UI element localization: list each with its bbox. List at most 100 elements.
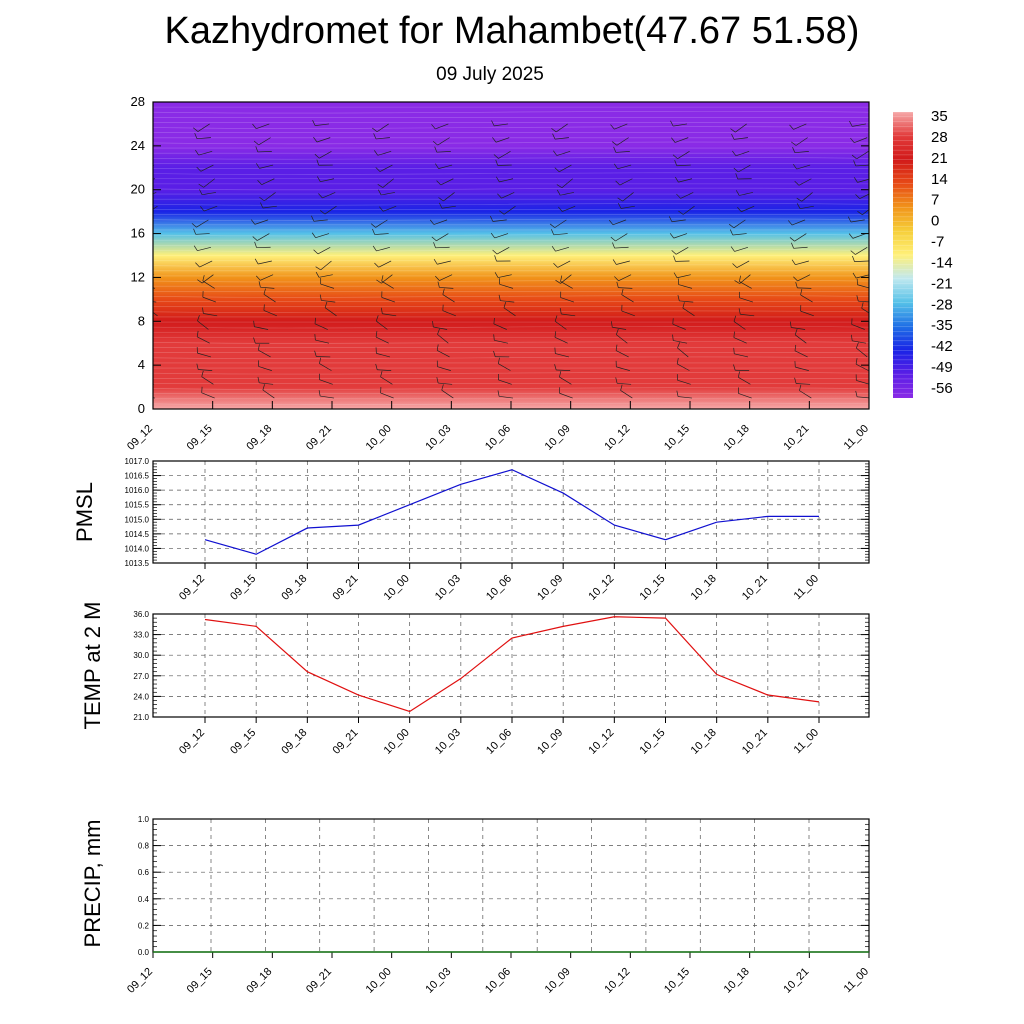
wind-barb: [854, 137, 868, 144]
wind-barb: [741, 205, 755, 213]
wind-barb-flag: [433, 242, 436, 248]
x-tick-label: 10_06: [483, 423, 513, 453]
wind-barb: [381, 297, 396, 303]
wind-barb: [739, 274, 751, 284]
wind-barb-flag: [847, 216, 852, 223]
wind-barb-flag: [615, 180, 621, 186]
wind-barb: [381, 274, 393, 284]
wind-barb-flag: [436, 344, 439, 351]
wind-barb-flag: [733, 315, 737, 322]
wind-barb: [319, 363, 332, 371]
wind-barb-flag: [372, 228, 376, 235]
wind-barb-flag: [254, 241, 257, 248]
y-tick-label: 16: [131, 226, 145, 241]
wind-barb: [139, 247, 151, 253]
colorbar-label: 0: [931, 213, 939, 230]
wind-barb: [615, 233, 628, 242]
x-tick-label: 09_18: [244, 423, 274, 453]
x-tick-label: 09_15: [185, 423, 215, 453]
x-tick-label: 10_18: [689, 573, 719, 603]
wind-barb-flag: [799, 384, 802, 391]
x-tick-label: 09_18: [279, 727, 309, 757]
y-tick-label: 4: [138, 357, 145, 372]
wind-barb: [740, 313, 755, 317]
wind-barb: [736, 260, 750, 268]
wind-barb-flag: [678, 210, 684, 215]
wind-barb-flag: [791, 259, 796, 265]
wind-barb-flag: [856, 295, 859, 302]
wind-barb: [673, 233, 688, 239]
wind-barb-flag: [200, 206, 205, 212]
contour-line: [153, 279, 869, 283]
wind-barb: [497, 274, 512, 278]
wind-barb: [794, 350, 808, 358]
wind-barb: [492, 219, 507, 222]
precip-panel: 0.0 0.2 0.4 0.6 0.8 1.0 09_12 09_15 09_18 09_21 10…: [80, 815, 871, 996]
wind-barb: [201, 274, 214, 284]
wind-barb: [374, 233, 389, 235]
wind-barb: [800, 310, 814, 317]
wind-barb: [198, 151, 213, 156]
wind-barb: [501, 192, 515, 199]
x-tick-label: 10_09: [543, 966, 573, 996]
wind-barb-flag: [731, 133, 735, 140]
wind-barb-flag: [434, 146, 438, 153]
wind-barb: [316, 137, 331, 143]
x-tick-label: 09_21: [304, 966, 334, 996]
wind-barb-flag: [377, 183, 383, 188]
colorbar-label: 7: [931, 192, 939, 209]
wind-barb: [258, 260, 272, 265]
wind-barb-flag: [853, 177, 858, 183]
wind-barb-flag: [792, 163, 797, 170]
wind-barb: [196, 219, 209, 228]
wind-barb-flag: [437, 281, 440, 288]
x-tick-label: 11_00: [842, 423, 872, 453]
wind-barb-flag: [311, 215, 315, 222]
wind-barb-flag: [197, 279, 203, 284]
contour-line: [153, 111, 869, 114]
x-tick-label: 10_09: [543, 423, 573, 453]
wind-barb-flag: [856, 342, 859, 349]
colorbar-label: -56: [931, 380, 953, 397]
wind-barb-flag: [611, 141, 618, 146]
wind-barb: [739, 297, 754, 303]
wind-barb-flag: [851, 334, 853, 341]
y-tick-label: 33.0: [133, 631, 149, 640]
x-tick-label: 10_03: [433, 573, 463, 603]
y-tick-label: 24: [131, 138, 145, 153]
wind-barb: [674, 137, 689, 143]
wind-barb: [561, 178, 573, 189]
wind-barb: [203, 313, 218, 317]
wind-barb-flag: [493, 317, 495, 325]
wind-barb-flag: [134, 120, 136, 125]
colorbar: 35 28 21 14 7 0 -7 -14 -21 -28 -35 -42 -49 -56: [893, 108, 953, 398]
wind-barb: [319, 379, 333, 385]
wind-barb-flag: [796, 197, 802, 202]
wind-barb: [438, 382, 453, 385]
wind-barb-flag: [615, 328, 619, 335]
x-tick-label: 10_06: [483, 966, 513, 996]
wind-barb: [494, 233, 509, 239]
wind-barb: [441, 389, 454, 399]
colorbar-label: -42: [931, 338, 953, 355]
wind-barb-flag: [855, 390, 858, 397]
contour-line: [153, 295, 869, 298]
contour-line: [153, 187, 869, 191]
wind-barb-flag: [438, 197, 444, 202]
wind-barb-flag: [670, 120, 674, 127]
wind-barb-flag: [312, 120, 316, 126]
colorbar-label: 14: [931, 171, 948, 188]
wind-barb: [197, 320, 209, 330]
x-tick-label: 10_12: [586, 573, 616, 603]
wind-barb: [560, 297, 575, 303]
y-tick-label: 28: [131, 94, 145, 109]
wind-barb: [556, 369, 571, 371]
wind-barb-flag: [861, 302, 864, 309]
x-tick-label: 10_03: [433, 727, 463, 757]
wind-barb-flag: [146, 302, 148, 308]
contour-line: [153, 233, 869, 237]
wind-barb-flag: [141, 294, 142, 300]
wind-barb: [672, 323, 686, 330]
wind-barb: [381, 280, 394, 289]
